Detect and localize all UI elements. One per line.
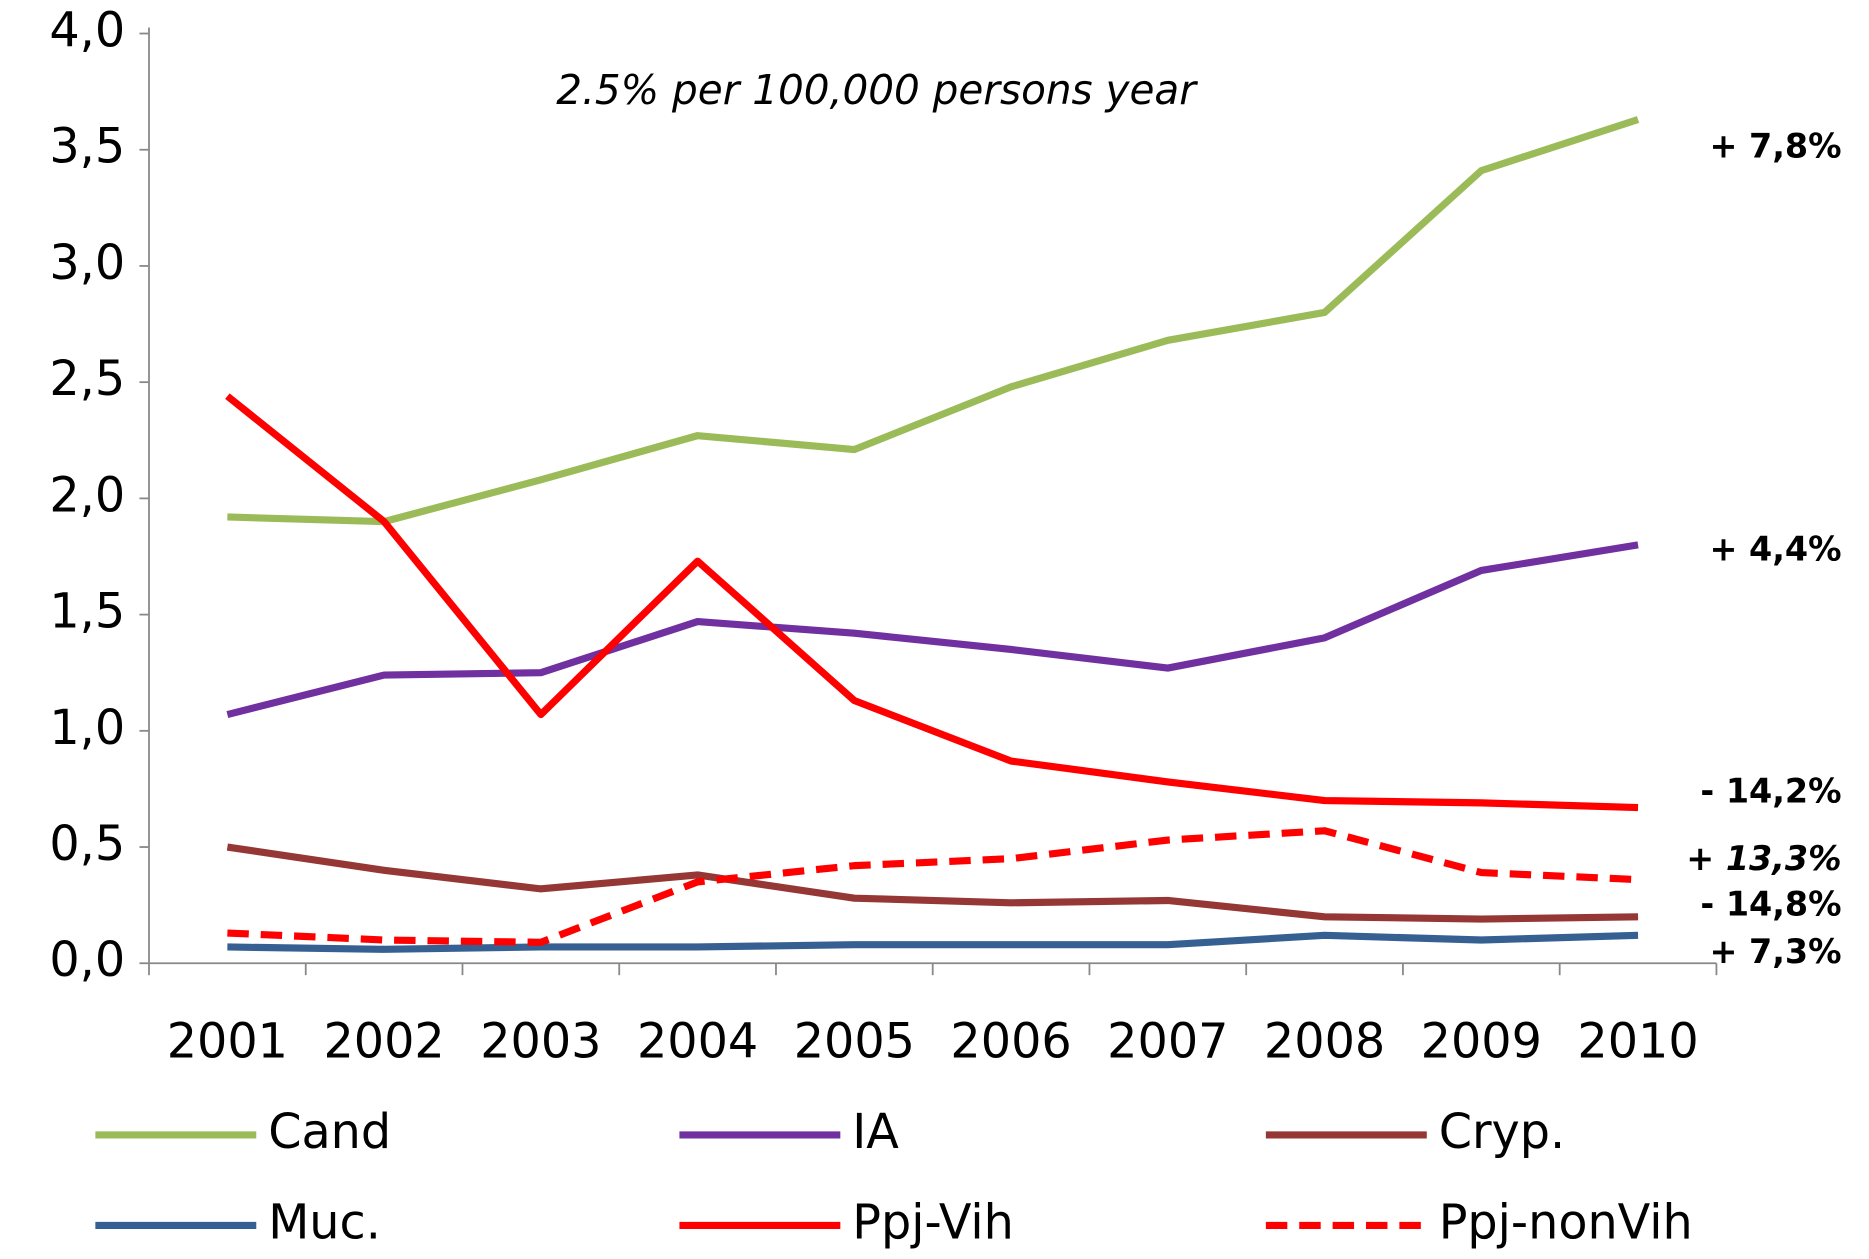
y-tick-label: 3,5 (49, 120, 125, 175)
x-tick-label: 2006 (950, 1014, 1071, 1069)
legend-label: Ppj-Vih (852, 1195, 1014, 1250)
series-line (226, 843, 1639, 923)
x-tick-label: 2010 (1577, 1014, 1698, 1069)
y-tick-label: 2,0 (49, 468, 125, 523)
x-tick-label: 2004 (637, 1014, 758, 1069)
x-tick-label: 2005 (794, 1014, 915, 1069)
annotation: + 4,4% (1709, 529, 1841, 568)
annotation: - 14,8% (1700, 885, 1841, 924)
legend-label: Ppj-nonVih (1439, 1195, 1693, 1250)
chart-subtitle: 2.5% per 100,000 persons year (556, 66, 1198, 114)
series-line (227, 931, 1639, 953)
legend-label: Cand (268, 1105, 391, 1160)
x-tick-label: 2009 (1421, 1014, 1542, 1069)
y-tick-label: 3,0 (49, 236, 125, 291)
series-line (226, 541, 1639, 719)
x-tick-label: 2002 (323, 1014, 444, 1069)
legend-label: Cryp. (1439, 1105, 1565, 1160)
y-tick-label: 1,0 (49, 701, 125, 756)
legend-label: IA (852, 1105, 899, 1160)
annotation: - 14,2% (1700, 771, 1841, 810)
annotation: + 7,8% (1709, 126, 1841, 165)
y-tick-label: 4,0 (49, 4, 125, 59)
annotation: + 7,3% (1709, 932, 1841, 971)
x-tick-label: 2007 (1107, 1014, 1228, 1069)
y-tick-label: 2,5 (49, 352, 125, 407)
annotation: + 13,3% (1686, 839, 1841, 878)
series-line (225, 393, 1639, 812)
series-line (227, 827, 1639, 946)
series-line (227, 116, 1640, 526)
y-tick-label: 0,0 (49, 933, 125, 988)
y-tick-label: 1,5 (49, 585, 125, 640)
y-tick-label: 0,5 (49, 817, 125, 872)
x-tick-label: 2001 (167, 1014, 288, 1069)
legend-label: Muc. (268, 1195, 381, 1250)
x-tick-label: 2008 (1264, 1014, 1385, 1069)
x-tick-label: 2003 (480, 1014, 601, 1069)
